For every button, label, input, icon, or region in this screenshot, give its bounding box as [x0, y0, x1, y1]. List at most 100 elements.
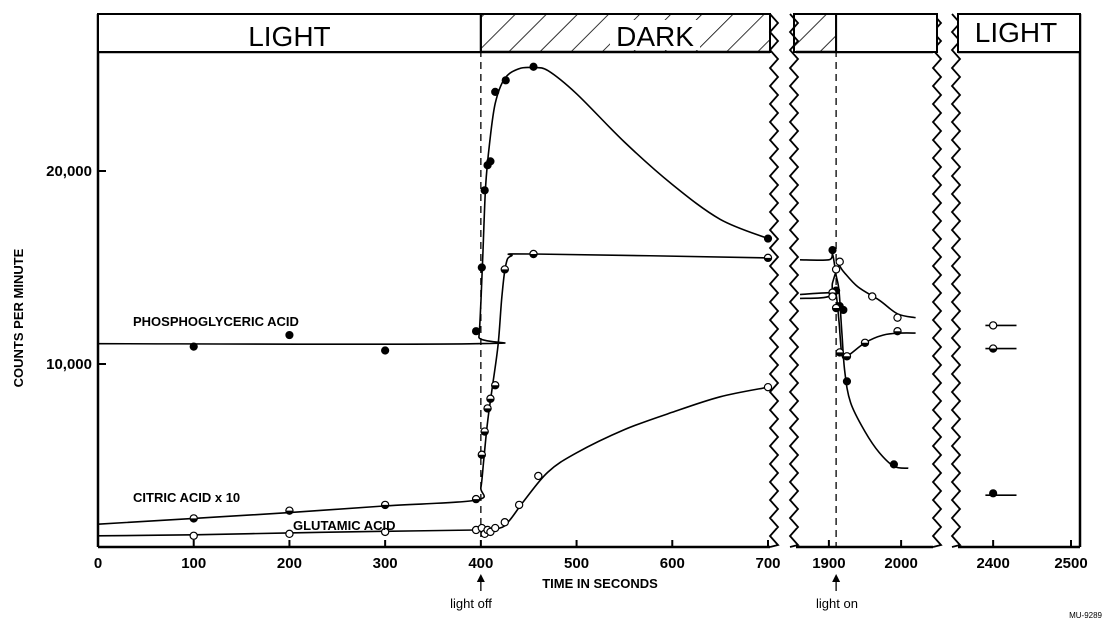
series-1-point-17 [893, 326, 902, 336]
series-2-point-9 [500, 518, 509, 527]
band-layer: LIGHT DARK LIGHT [97, 13, 1081, 53]
series-0-point-11 [763, 234, 773, 243]
series-2-point-18 [988, 321, 998, 330]
series-0-point-2 [381, 346, 390, 355]
x-tick-label-2: 200 [277, 555, 302, 572]
series-0-point-12 [828, 246, 837, 255]
text-layer: COUNTS PER MINUTE TIME IN SECONDS PHOSPH… [11, 163, 1103, 620]
series-1-point-8 [491, 381, 500, 390]
series-1-point-15 [842, 352, 852, 361]
series-2-curve-1 [799, 264, 916, 319]
series-1-point-4 [477, 450, 487, 459]
event-label-light-off: light off [450, 596, 492, 611]
series-label-phosphoglyceric: PHOSPHOGLYCERIC ACID [133, 314, 299, 329]
series-0-point-0 [189, 342, 198, 351]
series-1-point-9-fill [501, 269, 509, 274]
series-1-point-0-fill [190, 518, 198, 522]
series-1-point-5-fill [481, 431, 489, 436]
series-0-point-7 [486, 157, 495, 166]
x-tick-label-1: 100 [181, 555, 206, 572]
series-0-curve-0 [97, 66, 769, 346]
series-1-point-17-fill [893, 331, 902, 335]
x-tick-label-9: 2000 [884, 555, 917, 572]
series-0-point-17 [889, 460, 898, 469]
band-label-light-1: LIGHT [248, 21, 330, 52]
series-1-point-14-fill [836, 352, 844, 357]
series-0-point-15 [839, 305, 848, 315]
series-1-point-7 [486, 394, 495, 403]
y-tick-label-0: 10,000 [46, 356, 92, 373]
x-tick-label-10: 2400 [976, 555, 1009, 572]
series-label-glutamic: GLUTAMIC ACID [293, 518, 396, 533]
y-axis-label: COUNTS PER MINUTE [11, 248, 26, 387]
series-1-point-10 [529, 249, 538, 259]
x-axis-label: TIME IN SECONDS [542, 576, 658, 591]
panel-right-break-0 [768, 13, 780, 548]
series-2-point-15 [835, 257, 844, 266]
series-0-point-4 [477, 263, 486, 272]
series-1-point-8-fill [491, 385, 499, 389]
series-1-point-16 [860, 338, 870, 347]
series-1-point-5 [480, 427, 489, 436]
series-1-point-15-fill [843, 356, 851, 360]
series-1-point-0 [189, 514, 198, 523]
series-1-point-11-fill [764, 257, 772, 262]
series-2-point-1 [285, 529, 294, 539]
series-0-point-18 [989, 489, 998, 498]
series-1-point-4-fill [478, 454, 486, 459]
band-label-light-2: LIGHT [975, 17, 1057, 48]
series-1-point-11 [763, 253, 773, 263]
series-1-point-6 [483, 404, 492, 413]
panel-left-break-2 [950, 13, 962, 548]
x-tick-label-3: 300 [373, 555, 398, 572]
band-light-1 [97, 13, 482, 53]
series-2-point-11 [534, 471, 543, 481]
series-1-point-18 [988, 344, 998, 353]
series-2-point-12 [763, 382, 773, 392]
series-0-point-1 [285, 330, 294, 340]
x-tick-label-11: 2500 [1054, 555, 1087, 572]
series-2-point-0 [189, 531, 198, 540]
series-1-point-18-fill [989, 348, 997, 353]
series-1-point-2 [380, 500, 390, 510]
x-tick-label-8: 1900 [812, 555, 845, 572]
band-label-dark: DARK [616, 21, 694, 52]
series-1-point-1-fill [285, 510, 294, 515]
band-light-2 [957, 13, 1081, 53]
x-tick-label-6: 600 [660, 555, 685, 572]
event-arrow-head-0 [476, 574, 485, 582]
series-1-point-3 [471, 494, 481, 504]
series-1-point-3-fill [472, 499, 480, 503]
series-1-point-9 [500, 265, 509, 274]
series-2-point-14 [831, 265, 841, 274]
band-dark-2-end [835, 13, 938, 53]
y-tick-label-1: 20,000 [46, 163, 92, 180]
series-0-point-3 [471, 327, 481, 336]
series-0-point-5 [480, 186, 489, 195]
x-tick-label-5: 500 [564, 555, 589, 572]
series-2-point-8 [491, 523, 500, 533]
curve-layer [97, 66, 1017, 537]
series-1-point-13-fill [832, 308, 840, 312]
x-tick-label-4: 400 [468, 555, 493, 572]
x-tick-label-0: 0 [94, 555, 102, 572]
series-1-point-13 [831, 303, 841, 313]
band-dark-2 [793, 13, 838, 53]
series-1-curve-1 [799, 290, 916, 360]
series-1-point-6-fill [483, 408, 492, 412]
series-2-point-16 [868, 292, 877, 301]
band-label-dark-backdrop [610, 20, 700, 50]
series-0-point-16 [842, 377, 852, 386]
event-label-light-on: light on [816, 596, 858, 611]
panel-left-break-1 [788, 13, 800, 548]
series-1-point-1 [285, 506, 294, 515]
series-1-point-14 [835, 348, 844, 357]
frame-layer [96, 13, 1082, 591]
point-layer [189, 62, 998, 540]
event-arrow-head-1 [832, 574, 841, 582]
series-1-curve-0 [97, 253, 769, 525]
figure-id: MU-9289 [1069, 611, 1102, 620]
series-0-point-8 [491, 87, 500, 96]
series-1-point-2-fill [381, 504, 389, 509]
